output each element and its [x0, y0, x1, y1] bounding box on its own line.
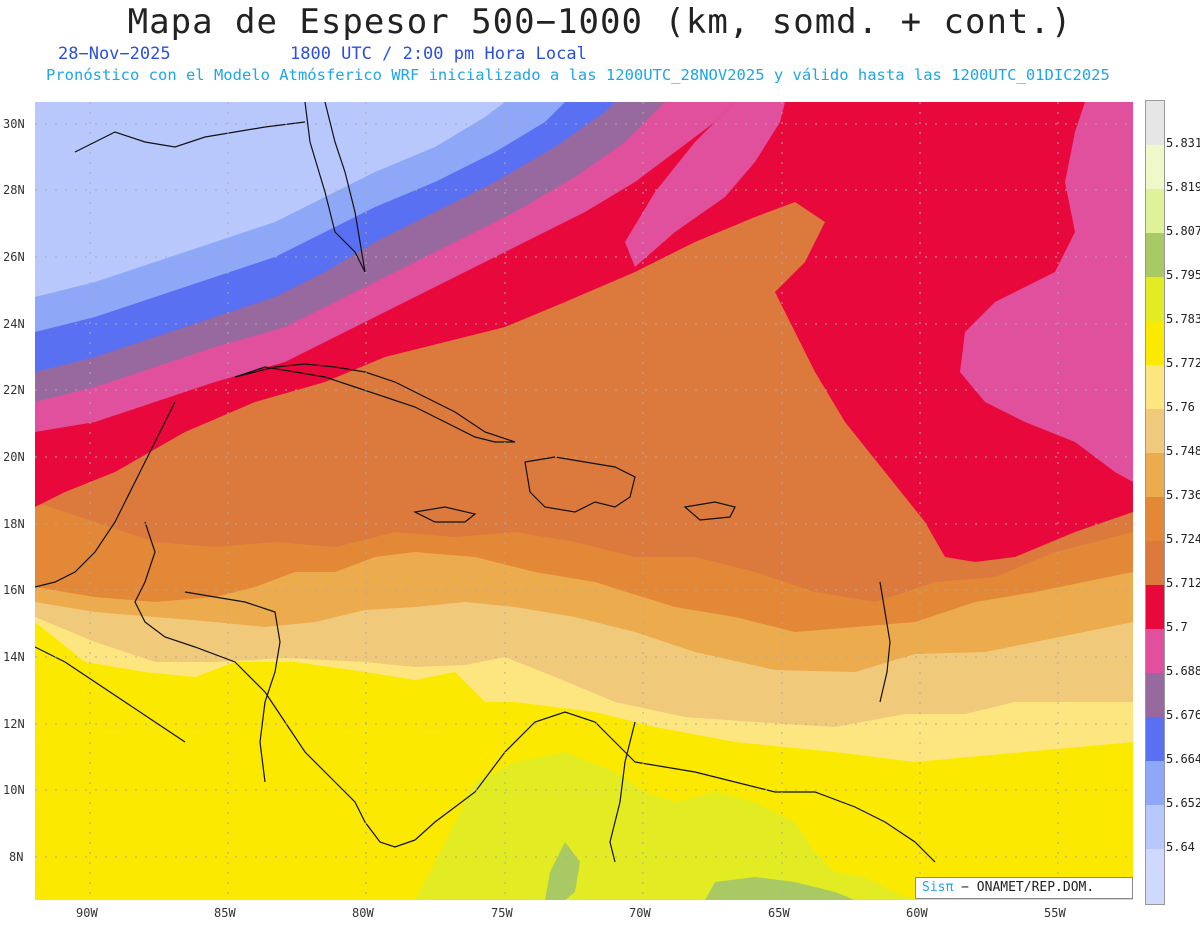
band-5.795-east — [705, 877, 855, 900]
colorbar-swatch — [1146, 101, 1164, 145]
colorbar-label: 5.748 — [1166, 444, 1200, 458]
band-5.783 — [415, 752, 915, 900]
forecast-date: 28−Nov−2025 — [58, 44, 171, 64]
credit-brand: Sisπ — [922, 880, 954, 895]
band-5.795 — [545, 842, 580, 900]
thickness-map — [35, 102, 1133, 900]
colorbar-swatch — [1146, 453, 1164, 497]
colorbar-swatch — [1146, 717, 1164, 761]
colorbar-swatch — [1146, 365, 1164, 409]
band-5.64 — [35, 102, 505, 297]
forecast-time: 1800 UTC / 2:00 pm Hora Local — [290, 44, 587, 64]
lon-label-65w: 65W — [768, 906, 790, 920]
credit-org: − ONAMET/REP.DOM. — [953, 880, 1095, 895]
band-5.688-tongue — [625, 102, 785, 267]
coastlines — [35, 102, 936, 863]
colorbar-label: 5.724 — [1166, 532, 1200, 546]
lon-label-75w: 75W — [491, 906, 513, 920]
colorbar-label: 5.76 — [1166, 400, 1195, 414]
colorbar-label: 5.736 — [1166, 488, 1200, 502]
colorbar-swatch — [1146, 849, 1164, 904]
colorbar-label: 5.795 — [1166, 268, 1200, 282]
colorbar-swatch — [1146, 189, 1164, 233]
colorbar-swatch — [1146, 233, 1164, 277]
colorbar-swatch — [1146, 805, 1164, 849]
colorbar-swatch — [1146, 541, 1164, 585]
colorbar-label: 5.688 — [1166, 664, 1200, 678]
colorbar-label: 5.676 — [1166, 708, 1200, 722]
lat-label-12n: 12N — [3, 717, 25, 731]
colorbar-label: 5.64 — [1166, 840, 1195, 854]
lat-label-22n: 22N — [3, 383, 25, 397]
lon-label-55w: 55W — [1044, 906, 1066, 920]
colorbar-swatch — [1146, 497, 1164, 541]
colorbar-label: 5.7 — [1166, 620, 1188, 634]
map-title: Mapa de Espesor 500−1000 (km, somd. + co… — [127, 2, 1073, 42]
forecast-subtitle: Pronóstico con el Modelo Atmósferico WRF… — [46, 66, 1110, 84]
colorbar-swatch — [1146, 629, 1164, 673]
lat-label-14n: 14N — [3, 650, 25, 664]
colorbar-swatch — [1146, 145, 1164, 189]
lon-label-70w: 70W — [629, 906, 651, 920]
lon-label-85w: 85W — [214, 906, 236, 920]
band-5.688-east — [960, 102, 1133, 482]
lon-label-60w: 60W — [906, 906, 928, 920]
lat-label-18n: 18N — [3, 517, 25, 531]
colorbar-label: 5.807 — [1166, 224, 1200, 238]
colorbar-label: 5.831 — [1166, 136, 1200, 150]
colorbar-label: 5.664 — [1166, 752, 1200, 766]
lat-label-30n: 30N — [3, 117, 25, 131]
lat-label-20n: 20N — [3, 450, 25, 464]
lon-label-90w: 90W — [76, 906, 98, 920]
colorbar-label: 5.652 — [1166, 796, 1200, 810]
lat-label-10n: 10N — [3, 783, 25, 797]
lat-label-24n: 24N — [3, 317, 25, 331]
colorbar — [1145, 100, 1165, 905]
lat-label-26n: 26N — [3, 250, 25, 264]
colorbar-label: 5.819 — [1166, 180, 1200, 194]
colorbar-label: 5.712 — [1166, 576, 1200, 590]
lon-label-80w: 80W — [352, 906, 374, 920]
colorbar-swatch — [1146, 761, 1164, 805]
colorbar-swatch — [1146, 409, 1164, 453]
colorbar-label: 5.772 — [1166, 356, 1200, 370]
lat-label-8n: 8N — [9, 850, 24, 864]
lat-label-28n: 28N — [3, 183, 25, 197]
colorbar-swatch — [1146, 673, 1164, 717]
colorbar-swatch — [1146, 585, 1164, 629]
colorbar-label: 5.783 — [1166, 312, 1200, 326]
credit-box: Sisπ − ONAMET/REP.DOM. — [915, 877, 1133, 899]
lat-label-16n: 16N — [3, 583, 25, 597]
colorbar-swatch — [1146, 277, 1164, 321]
colorbar-swatch — [1146, 321, 1164, 365]
